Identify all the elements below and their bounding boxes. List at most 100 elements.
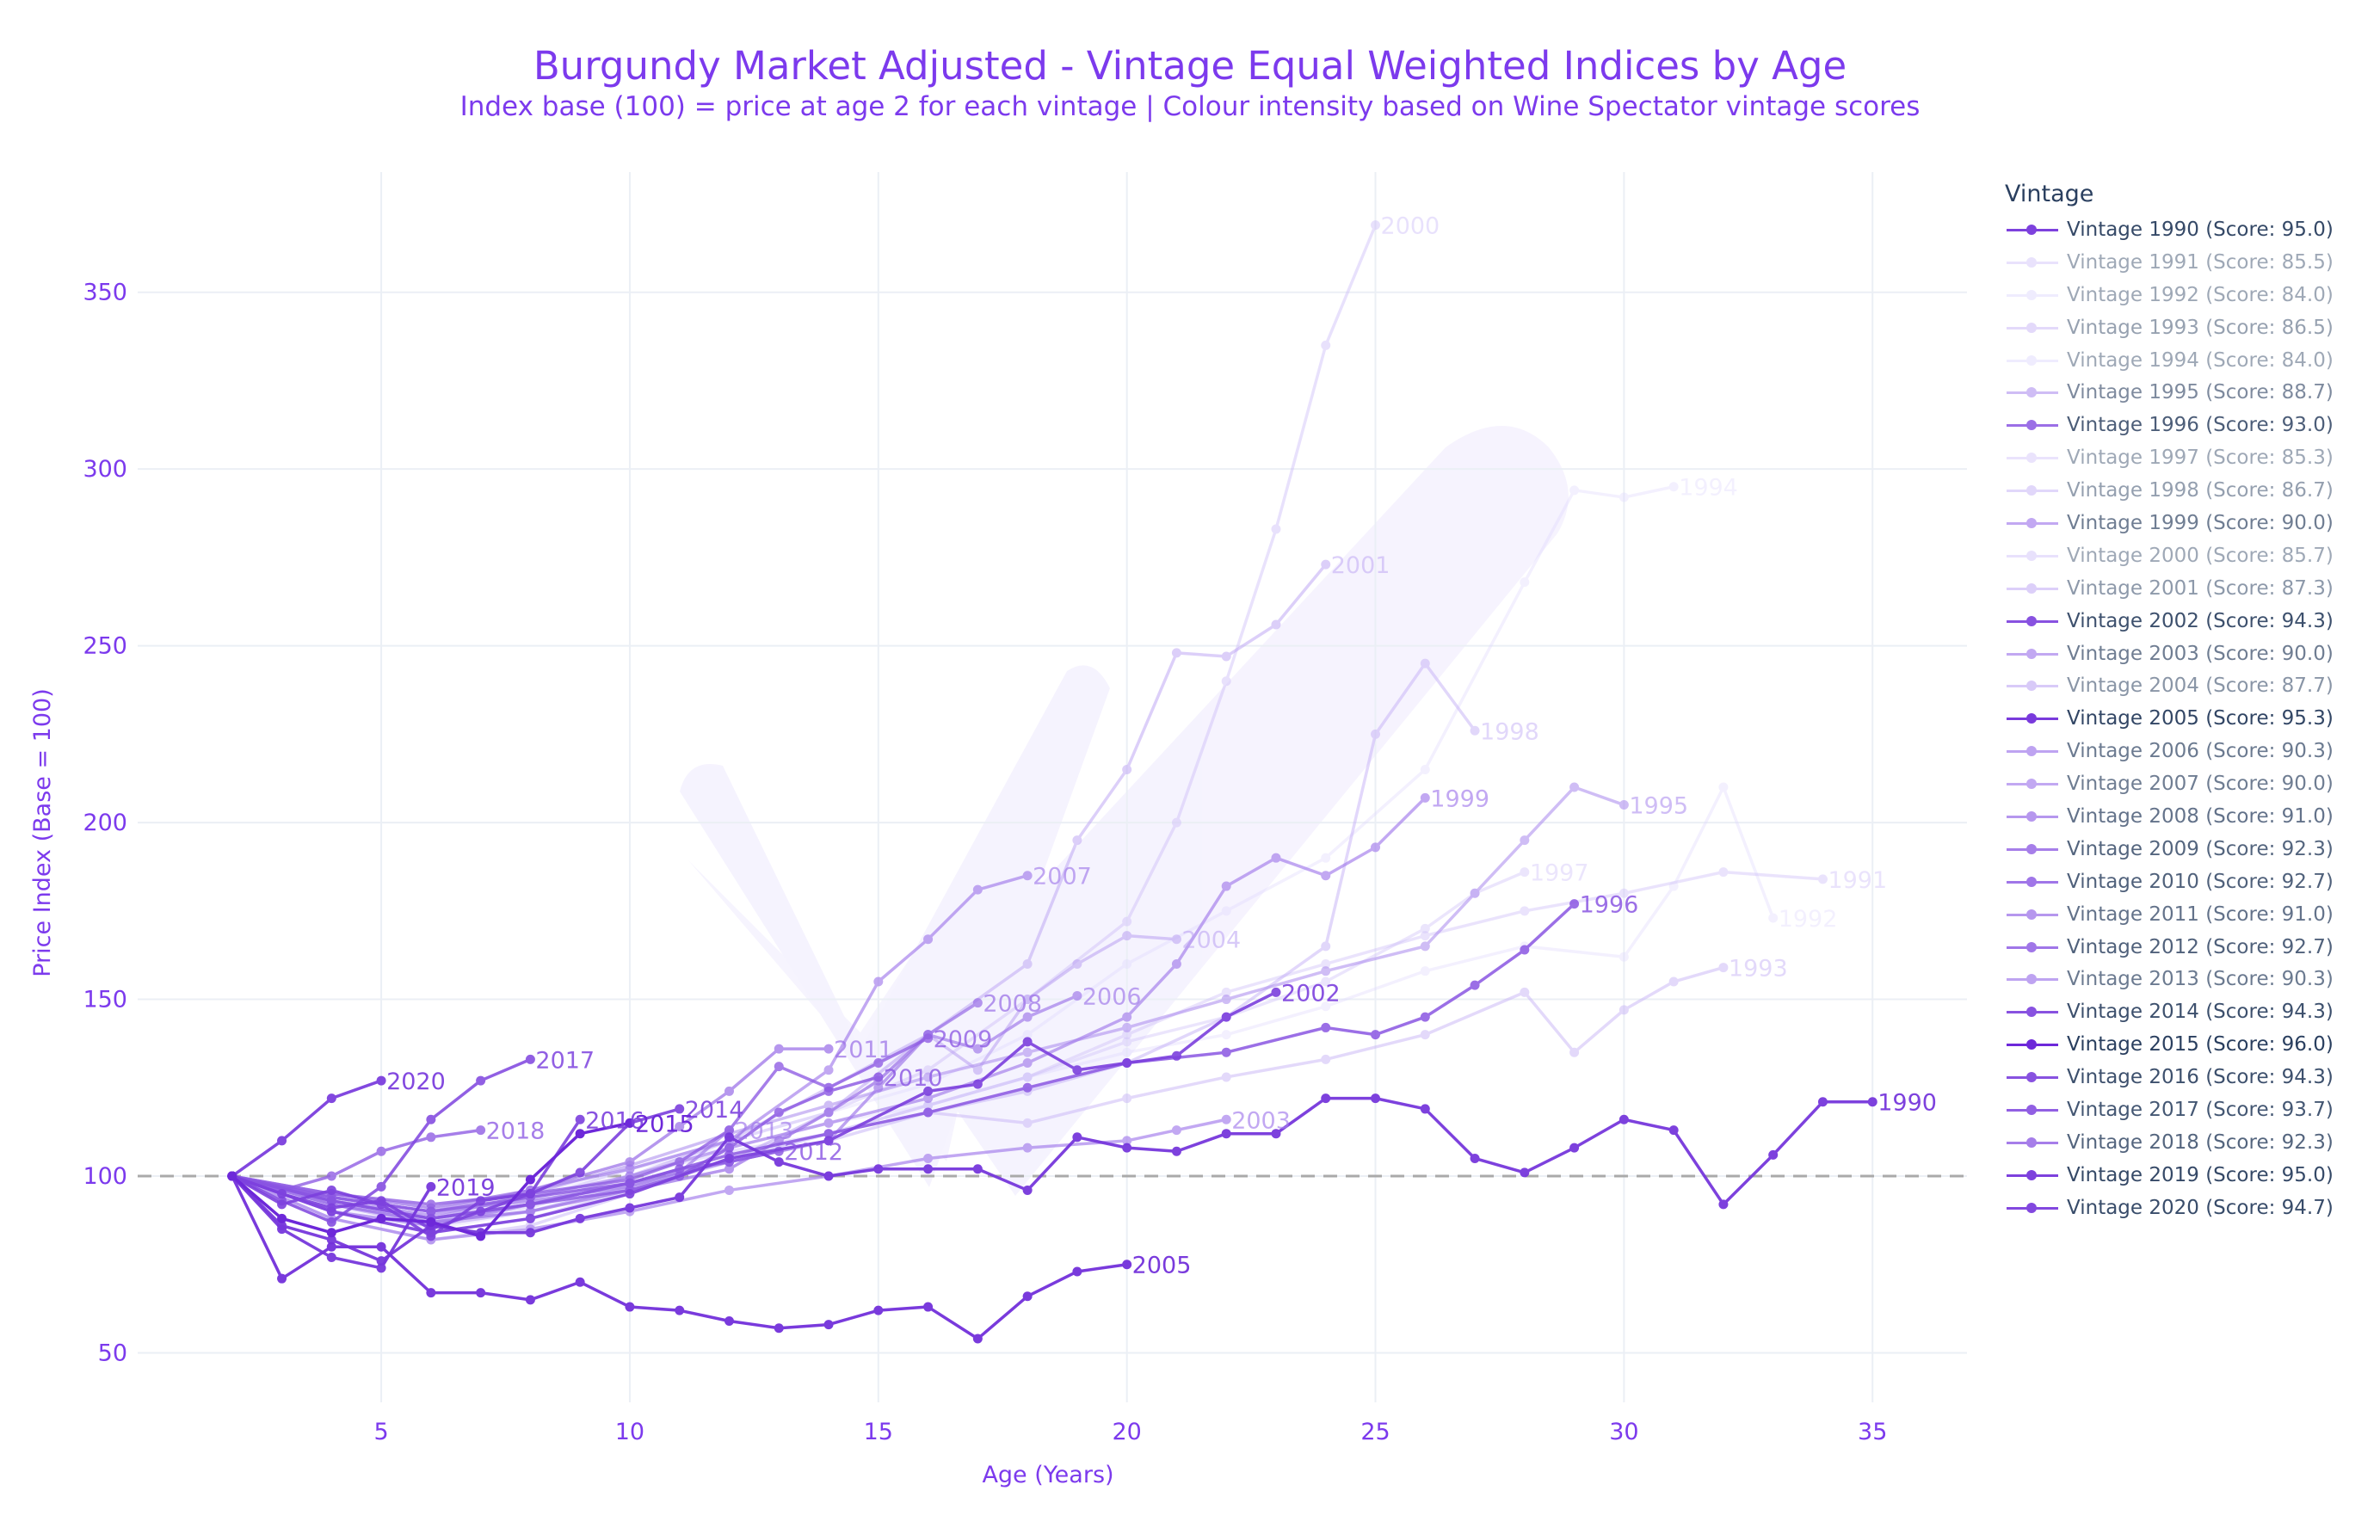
data-point[interactable] xyxy=(376,1241,386,1252)
data-point[interactable] xyxy=(1022,1037,1033,1047)
data-point[interactable] xyxy=(575,1277,585,1287)
data-point[interactable] xyxy=(1420,966,1430,976)
data-point[interactable] xyxy=(1619,888,1629,898)
data-point[interactable] xyxy=(376,1146,386,1156)
legend-item-2006[interactable]: Vintage 2006 (Score: 90.3) xyxy=(2005,735,2334,767)
data-point[interactable] xyxy=(1122,1012,1132,1022)
legend-item-2012[interactable]: Vintage 2012 (Score: 92.7) xyxy=(2005,931,2334,964)
data-point[interactable] xyxy=(1520,835,1530,846)
data-point[interactable] xyxy=(972,1079,983,1089)
data-point[interactable] xyxy=(1321,853,1331,863)
data-point[interactable] xyxy=(1321,958,1331,969)
data-point[interactable] xyxy=(1022,1143,1033,1153)
data-point[interactable] xyxy=(1122,1030,1132,1040)
data-point[interactable] xyxy=(426,1231,436,1241)
data-point[interactable] xyxy=(1867,1097,1877,1107)
data-point[interactable] xyxy=(625,1164,635,1174)
data-point[interactable] xyxy=(426,1132,436,1143)
data-point[interactable] xyxy=(1569,1143,1580,1153)
data-point[interactable] xyxy=(873,1082,884,1093)
data-point[interactable] xyxy=(1619,800,1629,810)
data-point[interactable] xyxy=(873,1072,884,1082)
data-point[interactable] xyxy=(1569,1047,1580,1057)
data-point[interactable] xyxy=(1569,899,1580,909)
legend-item-2009[interactable]: Vintage 2009 (Score: 92.3) xyxy=(2005,833,2334,865)
data-point[interactable] xyxy=(476,1196,486,1206)
data-point[interactable] xyxy=(972,1065,983,1075)
data-point[interactable] xyxy=(1371,220,1381,231)
data-point[interactable] xyxy=(1321,559,1331,570)
data-point[interactable] xyxy=(1122,1143,1132,1153)
data-point[interactable] xyxy=(923,934,934,945)
series-2002[interactable] xyxy=(227,987,1281,1238)
data-point[interactable] xyxy=(1271,524,1281,534)
data-point[interactable] xyxy=(1271,987,1281,997)
data-point[interactable] xyxy=(1271,853,1281,863)
data-point[interactable] xyxy=(1122,916,1132,927)
data-point[interactable] xyxy=(277,1224,287,1235)
data-point[interactable] xyxy=(1321,1001,1331,1012)
data-point[interactable] xyxy=(1022,1082,1033,1093)
data-point[interactable] xyxy=(1072,835,1082,846)
data-point[interactable] xyxy=(625,1157,635,1167)
legend-item-2008[interactable]: Vintage 2008 (Score: 91.0) xyxy=(2005,800,2334,833)
data-point[interactable] xyxy=(1718,1199,1729,1210)
data-point[interactable] xyxy=(1321,941,1331,952)
data-point[interactable] xyxy=(873,1305,884,1315)
data-point[interactable] xyxy=(575,1114,585,1124)
legend-item-1996[interactable]: Vintage 1996 (Score: 93.0) xyxy=(2005,409,2334,441)
series-2015[interactable] xyxy=(227,1118,635,1241)
data-point[interactable] xyxy=(1122,931,1132,941)
data-point[interactable] xyxy=(1122,1260,1132,1270)
data-point[interactable] xyxy=(1122,1047,1132,1057)
data-point[interactable] xyxy=(724,1185,734,1195)
data-point[interactable] xyxy=(823,1136,834,1146)
legend-item-2015[interactable]: Vintage 2015 (Score: 96.0) xyxy=(2005,1028,2334,1061)
data-point[interactable] xyxy=(1022,1072,1033,1082)
data-point[interactable] xyxy=(1520,945,1530,955)
data-point[interactable] xyxy=(476,1125,486,1136)
data-point[interactable] xyxy=(1470,1153,1480,1163)
data-point[interactable] xyxy=(972,884,983,895)
data-point[interactable] xyxy=(1171,958,1181,969)
data-point[interactable] xyxy=(326,1241,336,1252)
data-point[interactable] xyxy=(1619,1005,1629,1015)
data-point[interactable] xyxy=(873,1058,884,1069)
data-point[interactable] xyxy=(1768,1149,1779,1160)
data-point[interactable] xyxy=(774,1062,784,1072)
data-point[interactable] xyxy=(1371,1030,1381,1040)
data-point[interactable] xyxy=(675,1157,685,1167)
legend-item-1998[interactable]: Vintage 1998 (Score: 86.7) xyxy=(2005,474,2334,507)
data-point[interactable] xyxy=(1321,340,1331,350)
data-point[interactable] xyxy=(1420,1030,1430,1040)
data-point[interactable] xyxy=(724,1125,734,1136)
data-point[interactable] xyxy=(1221,1047,1231,1057)
data-point[interactable] xyxy=(1221,881,1231,891)
data-point[interactable] xyxy=(1122,1136,1132,1146)
series-2005[interactable] xyxy=(227,1171,1132,1344)
data-point[interactable] xyxy=(923,1065,934,1075)
data-point[interactable] xyxy=(823,1100,834,1111)
data-point[interactable] xyxy=(277,1189,287,1199)
data-point[interactable] xyxy=(625,1118,635,1128)
data-point[interactable] xyxy=(1470,725,1480,736)
data-point[interactable] xyxy=(1221,1012,1231,1022)
data-point[interactable] xyxy=(923,1086,934,1096)
data-point[interactable] xyxy=(1321,976,1331,987)
data-point[interactable] xyxy=(1520,867,1530,878)
data-point[interactable] xyxy=(1420,923,1430,933)
data-point[interactable] xyxy=(1470,980,1480,990)
data-point[interactable] xyxy=(426,1206,436,1217)
data-point[interactable] xyxy=(376,1181,386,1192)
data-point[interactable] xyxy=(575,1167,585,1178)
data-point[interactable] xyxy=(1371,842,1381,853)
legend-item-2001[interactable]: Vintage 2001 (Score: 87.3) xyxy=(2005,572,2334,605)
data-point[interactable] xyxy=(1122,1058,1132,1069)
data-point[interactable] xyxy=(1569,485,1580,496)
data-point[interactable] xyxy=(873,976,884,987)
data-point[interactable] xyxy=(774,1107,784,1118)
legend-item-1990[interactable]: Vintage 1990 (Score: 95.0) xyxy=(2005,213,2334,246)
data-point[interactable] xyxy=(1122,1037,1132,1047)
legend-item-2010[interactable]: Vintage 2010 (Score: 92.7) xyxy=(2005,865,2334,898)
data-point[interactable] xyxy=(326,1253,336,1263)
